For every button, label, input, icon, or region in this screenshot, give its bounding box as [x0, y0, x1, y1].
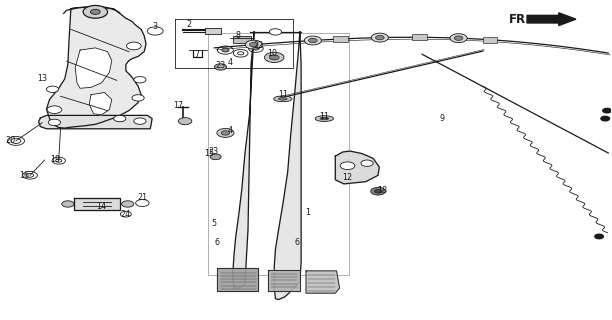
Circle shape	[134, 76, 146, 83]
Circle shape	[127, 42, 141, 50]
Circle shape	[210, 154, 221, 160]
Circle shape	[269, 55, 279, 60]
Circle shape	[375, 189, 382, 193]
Text: 22: 22	[254, 41, 264, 51]
Circle shape	[601, 116, 610, 121]
Text: 16: 16	[19, 171, 29, 180]
Text: 10: 10	[267, 49, 277, 58]
Text: 5: 5	[212, 219, 217, 228]
Polygon shape	[306, 271, 340, 293]
Circle shape	[308, 38, 317, 43]
Bar	[483, 36, 498, 43]
Circle shape	[132, 95, 144, 101]
Text: 14: 14	[97, 202, 106, 211]
Polygon shape	[274, 32, 301, 300]
Circle shape	[221, 131, 230, 135]
Circle shape	[134, 118, 146, 124]
Circle shape	[62, 201, 74, 207]
Circle shape	[376, 36, 384, 40]
Ellipse shape	[278, 98, 287, 100]
Circle shape	[245, 40, 263, 49]
Text: 15: 15	[204, 149, 215, 158]
Polygon shape	[74, 198, 120, 210]
Text: 2: 2	[186, 20, 192, 29]
Text: 12: 12	[342, 173, 352, 182]
Polygon shape	[89, 92, 112, 115]
Bar	[412, 34, 427, 40]
Text: 4: 4	[227, 58, 232, 67]
Ellipse shape	[320, 117, 329, 120]
Bar	[233, 36, 251, 43]
Text: 18: 18	[378, 186, 387, 195]
Circle shape	[269, 29, 282, 35]
Polygon shape	[335, 151, 379, 184]
Circle shape	[371, 188, 386, 195]
Circle shape	[214, 64, 226, 70]
Circle shape	[361, 160, 373, 166]
Circle shape	[47, 106, 62, 114]
Circle shape	[450, 34, 467, 43]
Circle shape	[304, 36, 321, 45]
Ellipse shape	[274, 96, 292, 102]
Text: 24: 24	[121, 210, 131, 219]
Text: 13: 13	[37, 74, 47, 83]
Text: 6: 6	[215, 238, 220, 247]
Circle shape	[91, 9, 100, 14]
Circle shape	[122, 201, 134, 207]
Bar	[205, 28, 220, 34]
Text: 11: 11	[278, 90, 288, 99]
Polygon shape	[47, 7, 146, 128]
Circle shape	[217, 128, 234, 137]
Text: 23: 23	[215, 60, 226, 69]
Bar	[333, 36, 348, 42]
Text: 21: 21	[137, 193, 147, 202]
Polygon shape	[75, 48, 112, 88]
Circle shape	[83, 5, 108, 18]
Text: 1: 1	[305, 208, 310, 217]
Circle shape	[264, 52, 284, 62]
Text: 19: 19	[51, 155, 61, 164]
Text: 7: 7	[194, 50, 200, 59]
Circle shape	[178, 118, 192, 124]
Ellipse shape	[315, 116, 334, 122]
Circle shape	[603, 108, 611, 113]
Text: 6: 6	[294, 238, 299, 247]
Circle shape	[595, 234, 603, 239]
Polygon shape	[268, 270, 300, 291]
Text: 4: 4	[227, 126, 232, 135]
FancyArrow shape	[527, 13, 576, 26]
Circle shape	[340, 162, 355, 170]
Text: 23: 23	[208, 147, 218, 156]
Text: 20: 20	[6, 136, 15, 145]
Polygon shape	[39, 116, 152, 129]
Polygon shape	[233, 32, 254, 288]
Circle shape	[250, 43, 258, 47]
Circle shape	[114, 116, 126, 122]
Polygon shape	[217, 268, 258, 291]
Circle shape	[222, 48, 229, 52]
Text: 3: 3	[152, 22, 158, 31]
Text: 11: 11	[319, 112, 329, 121]
Circle shape	[48, 119, 61, 125]
Circle shape	[454, 36, 463, 40]
Circle shape	[371, 33, 389, 42]
Text: 17: 17	[173, 101, 183, 110]
Text: FR.: FR.	[509, 13, 531, 26]
Text: 9: 9	[439, 114, 445, 123]
Circle shape	[47, 86, 59, 92]
Text: 8: 8	[235, 31, 240, 40]
